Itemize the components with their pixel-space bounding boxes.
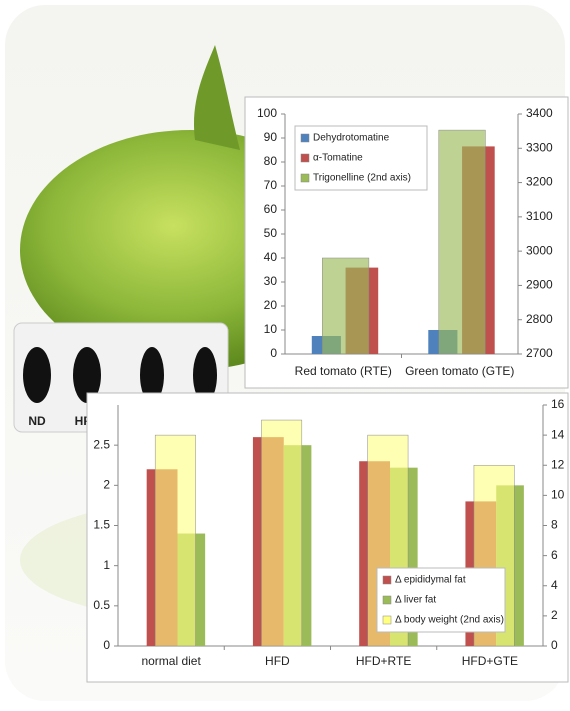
legend: Dehydrotomatine α-Tomatine Trigonelline (2… xyxy=(294,125,428,191)
y-tick-label: 30 xyxy=(264,274,278,288)
x-tick-label: HFD xyxy=(265,654,290,668)
chart: 0 10 20 30 40 50 60 70 80 90 100 2700 2800 2900 3000 31… xyxy=(257,106,553,378)
y-tick-label: 1.5 xyxy=(93,518,110,532)
x-tick-label: Green tomato (GTE) xyxy=(405,364,514,378)
y2-tick-label: 3300 xyxy=(526,140,553,154)
photo-label: ND xyxy=(28,414,46,428)
bar xyxy=(154,434,196,647)
mouse xyxy=(73,347,101,403)
legend-swatch xyxy=(382,615,392,625)
y-tick-label: 0.5 xyxy=(93,598,110,612)
y2-tick-label: 2900 xyxy=(526,278,553,292)
legend-label: Δ body weight (2nd axis) xyxy=(395,615,504,626)
y-tick-label: 0 xyxy=(103,638,110,652)
bar xyxy=(438,129,486,355)
y-tick-label: 90 xyxy=(264,130,278,144)
y2-tick-label: 2700 xyxy=(526,346,553,360)
y2-tick-label: 16 xyxy=(551,397,565,411)
y-tick-label: 70 xyxy=(264,178,278,192)
legend: Δ epididymal fat Δ liver fat Δ body weight… xyxy=(376,567,506,633)
y-tick-label: 40 xyxy=(264,250,278,264)
mouse xyxy=(193,347,217,403)
y-tick-label: 0 xyxy=(270,346,277,360)
legend-label: Dehydrotomatine xyxy=(313,133,390,144)
x-tick-label: HFD+RTE xyxy=(356,654,411,668)
x-tick-label: Red tomato (RTE) xyxy=(295,364,392,378)
y2-tick-label: 6 xyxy=(551,548,558,562)
y2-tick-label: 3400 xyxy=(526,106,553,120)
legend-label: Δ epididymal fat xyxy=(395,575,466,586)
tomato-stem xyxy=(194,45,240,150)
y-tick-label: 2.5 xyxy=(93,437,110,451)
bar xyxy=(261,419,303,647)
y2-tick-label: 3000 xyxy=(526,243,553,257)
x-tick-label: normal diet xyxy=(141,654,201,668)
y2-tick-label: 10 xyxy=(551,488,565,502)
mouse xyxy=(140,347,164,403)
y2-tick-label: 3200 xyxy=(526,175,553,189)
y2-tick-label: 2 xyxy=(551,608,558,622)
y-tick-label: 100 xyxy=(257,106,277,120)
y2-tick-label: 4 xyxy=(551,578,558,592)
legend-swatch xyxy=(382,575,392,585)
y-tick-label: 50 xyxy=(264,226,278,240)
chart: 0 0.5 1 1.5 2 2.5 0 2 4 6 8 10 12 14 16 normal diet HFD H… xyxy=(93,397,564,668)
x-tick-label: HFD+GTE xyxy=(462,654,518,668)
legend-swatch xyxy=(300,173,310,183)
y-tick-label: 80 xyxy=(264,154,278,168)
y-tick-label: 20 xyxy=(264,298,278,312)
legend-label: Δ liver fat xyxy=(395,595,436,606)
legend-label: Trigonelline (2nd axis) xyxy=(313,173,411,184)
legend-swatch xyxy=(300,133,310,143)
y-tick-label: 2 xyxy=(103,478,110,492)
y2-tick-label: 3100 xyxy=(526,209,553,223)
y-tick-label: 1 xyxy=(103,558,110,572)
mouse xyxy=(23,347,51,403)
legend-box xyxy=(376,567,506,633)
bar xyxy=(322,257,370,355)
legend-box xyxy=(294,125,428,191)
y2-tick-label: 12 xyxy=(551,457,565,471)
y-tick-label: 60 xyxy=(264,202,278,216)
legend-swatch xyxy=(382,595,392,605)
y2-tick-label: 2800 xyxy=(526,312,553,326)
y2-tick-label: 0 xyxy=(551,638,558,652)
y-tick-label: 10 xyxy=(264,322,278,336)
legend-swatch xyxy=(300,153,310,163)
y2-tick-label: 8 xyxy=(551,518,558,532)
y2-tick-label: 14 xyxy=(551,427,565,441)
legend-label: α-Tomatine xyxy=(313,153,363,164)
